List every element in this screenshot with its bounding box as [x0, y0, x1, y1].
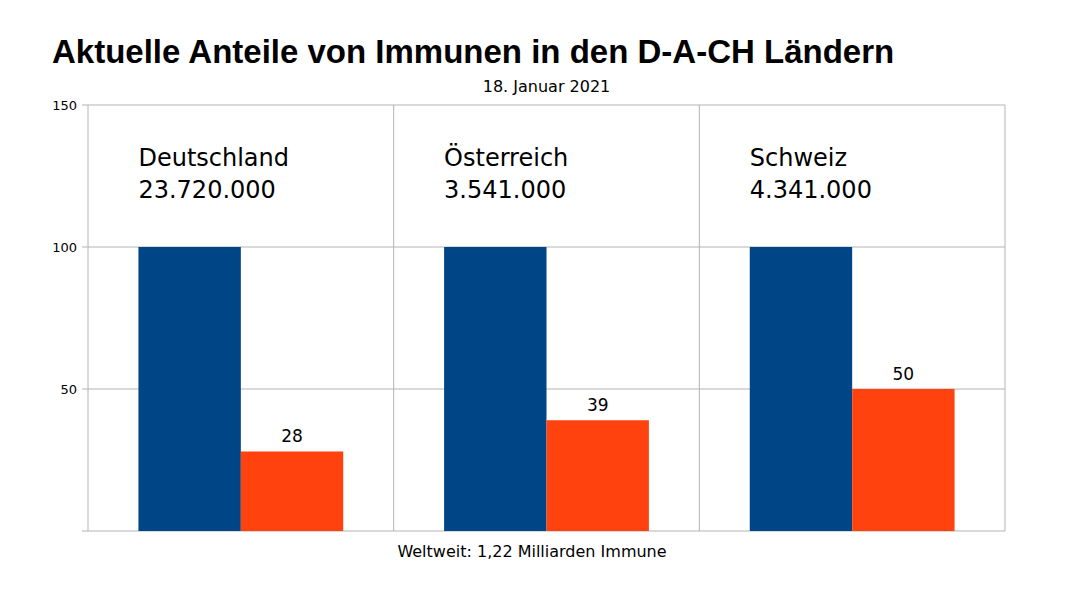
- tick-mark: [82, 247, 88, 248]
- bar: [852, 389, 954, 531]
- bar: [444, 247, 546, 531]
- annotation: 23.720.000: [138, 176, 275, 204]
- tick-label: 150: [52, 98, 77, 113]
- data-label: 50: [893, 364, 915, 384]
- y-axis-line: [88, 105, 89, 531]
- tick-label: 100: [52, 240, 77, 255]
- tick-label: 50: [60, 382, 77, 397]
- category-grid-line: [699, 105, 700, 531]
- data-label: 28: [281, 426, 303, 446]
- category-label: Deutschland: [138, 144, 289, 172]
- category-grid-line: [393, 105, 394, 531]
- tick-mark: [82, 389, 88, 390]
- bar: [750, 247, 852, 531]
- category-grid-line: [1005, 105, 1006, 531]
- grid-line: [88, 105, 1005, 106]
- bar: [547, 420, 649, 531]
- category-label: Schweiz: [750, 144, 847, 172]
- chart-container: Aktuelle Anteile von Immunen in den D-A-…: [0, 0, 1092, 606]
- bar: [138, 247, 240, 531]
- data-label: 39: [587, 395, 609, 415]
- category-label: Österreich: [444, 143, 568, 172]
- chart-svg: Aktuelle Anteile von Immunen in den D-A-…: [0, 0, 1092, 606]
- title: Aktuelle Anteile von Immunen in den D-A-…: [52, 33, 894, 70]
- annotation: 4.341.000: [750, 176, 872, 204]
- x-label: Weltweit: 1,22 Milliarden Immune: [397, 542, 666, 561]
- bars: [138, 247, 954, 531]
- bar: [241, 451, 343, 531]
- subtitle: 18. Januar 2021: [483, 77, 611, 96]
- annotation: 3.541.000: [444, 176, 566, 204]
- tick-mark: [82, 105, 88, 106]
